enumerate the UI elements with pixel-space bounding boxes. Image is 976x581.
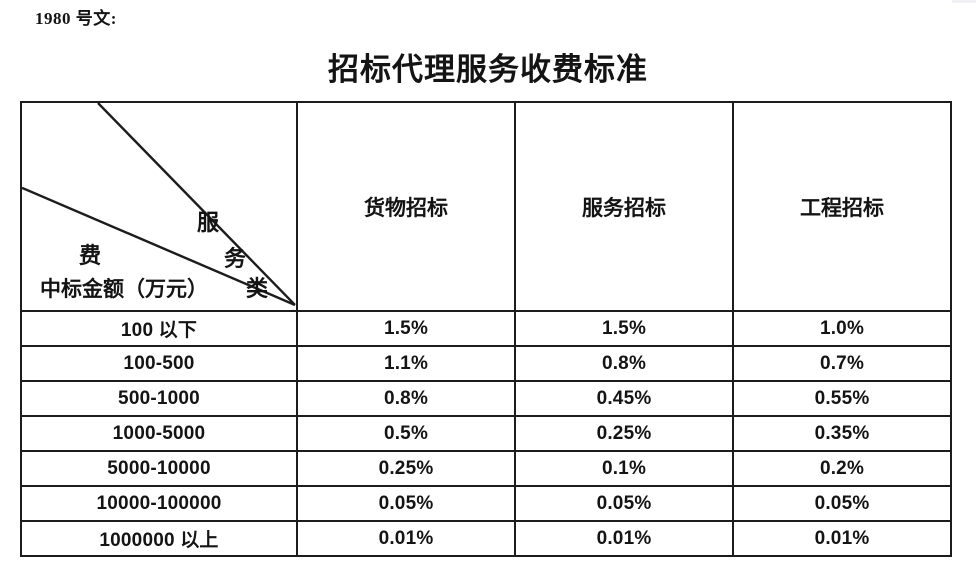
cell-goods: 1.5%: [296, 310, 516, 347]
corner-label-service-type-char: 务: [224, 246, 247, 271]
table-row: 1000-5000 0.5% 0.25% 0.35%: [20, 415, 952, 452]
row-label: 500-1000: [20, 380, 298, 417]
cell-goods: 0.01%: [296, 520, 516, 557]
corner-label-service-type-char: 服: [197, 210, 220, 235]
cell-engineering: 0.2%: [732, 450, 952, 487]
cell-services: 1.5%: [514, 310, 734, 347]
row-label: 100 以下: [20, 310, 298, 347]
corner-header-cell: 服 务 类 型 费 率 中标金额（万元）: [20, 101, 298, 312]
doc-reference: 1980 号文:: [35, 9, 117, 28]
cell-goods: 0.25%: [296, 450, 516, 487]
header-row: 服 务 类 型 费 率 中标金额（万元） 货物招标 服务招标 工程招标: [20, 101, 952, 312]
cell-services: 0.01%: [514, 520, 734, 557]
cell-services: 0.1%: [514, 450, 734, 487]
column-header-goods: 货物招标: [296, 101, 516, 312]
corner-label-rate-char: 费: [79, 243, 102, 268]
row-label: 100-500: [20, 345, 298, 382]
column-header-services: 服务招标: [514, 101, 734, 312]
row-label: 1000000 以上: [20, 520, 298, 557]
row-label: 1000-5000: [20, 415, 298, 452]
cell-services: 0.05%: [514, 485, 734, 522]
column-header-engineering: 工程招标: [732, 101, 952, 312]
table-row: 100 以下 1.5% 1.5% 1.0%: [20, 310, 952, 347]
row-label: 10000-100000: [20, 485, 298, 522]
diagonal-divider-lines: [23, 104, 295, 307]
page-title: 招标代理服务收费标准: [328, 52, 648, 87]
cell-goods: 0.8%: [296, 380, 516, 417]
corner-label-service-type-char: 类: [246, 276, 269, 301]
corner-label-amount: 中标金额（万元）: [40, 277, 208, 301]
fee-table: 服 务 类 型 费 率 中标金额（万元） 货物招标 服务招标 工程招标 100 …: [20, 101, 952, 557]
cell-engineering: 0.01%: [732, 520, 952, 557]
cell-goods: 0.05%: [296, 485, 516, 522]
cell-services: 0.8%: [514, 345, 734, 382]
cell-goods: 1.1%: [296, 345, 516, 382]
table-row: 100-500 1.1% 0.8% 0.7%: [20, 345, 952, 382]
cell-goods: 0.5%: [296, 415, 516, 452]
cell-services: 0.45%: [514, 380, 734, 417]
table-row: 500-1000 0.8% 0.45% 0.55%: [20, 380, 952, 417]
cell-services: 0.25%: [514, 415, 734, 452]
table-row: 10000-100000 0.05% 0.05% 0.05%: [20, 485, 952, 522]
table-row: 5000-10000 0.25% 0.1% 0.2%: [20, 450, 952, 487]
cell-engineering: 0.7%: [732, 345, 952, 382]
cell-engineering: 0.05%: [732, 485, 952, 522]
screenshot-edge-artifact: [952, 0, 976, 3]
row-label: 5000-10000: [20, 450, 298, 487]
cell-engineering: 0.55%: [732, 380, 952, 417]
cell-engineering: 1.0%: [732, 310, 952, 347]
table-row: 1000000 以上 0.01% 0.01% 0.01%: [20, 520, 952, 557]
cell-engineering: 0.35%: [732, 415, 952, 452]
